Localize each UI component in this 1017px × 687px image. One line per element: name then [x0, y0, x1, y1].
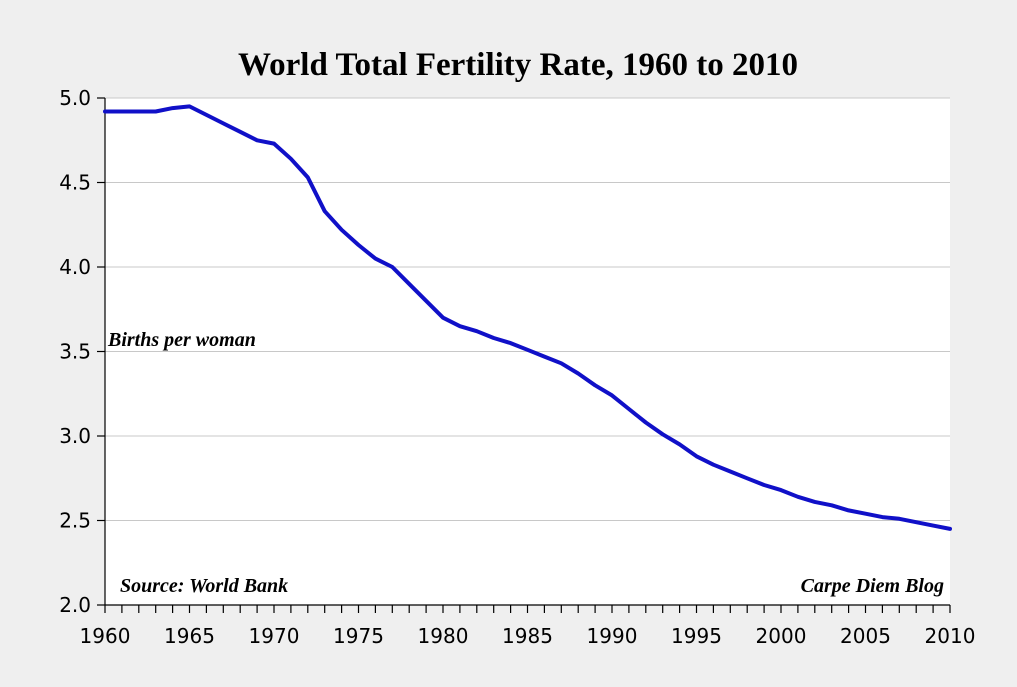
chart-title: World Total Fertility Rate, 1960 to 2010	[238, 47, 798, 83]
y-tick-label: 2.0	[59, 593, 91, 617]
x-axis-ticks: 1960 1965 1970 1975 1980 1985 1990 1995 2000 2005…	[80, 605, 976, 648]
x-tick-label: 1960	[80, 624, 131, 648]
x-tick-label: 1985	[502, 624, 553, 648]
y-axis-ticks: 2.0 2.5 3.0 3.5 4.0 4.5 5.0	[59, 86, 105, 617]
x-tick-label: 1990	[587, 624, 638, 648]
x-tick-label: 2010	[925, 624, 976, 648]
y-tick-label: 3.0	[59, 424, 91, 448]
y-tick-label: 3.5	[59, 340, 91, 364]
source-annotation: Source: World Bank	[120, 575, 288, 597]
ylabel-annotation: Births per woman	[107, 329, 256, 351]
x-tick-label: 1975	[333, 624, 384, 648]
y-tick-label: 2.5	[59, 509, 91, 533]
x-tick-label: 1965	[164, 624, 215, 648]
y-tick-label: 4.5	[59, 171, 91, 195]
x-tick-label: 2000	[756, 624, 807, 648]
x-tick-label: 1980	[418, 624, 469, 648]
credit-annotation: Carpe Diem Blog	[801, 575, 944, 597]
y-tick-label: 4.0	[59, 255, 91, 279]
x-tick-label: 1995	[671, 624, 722, 648]
x-tick-label: 2005	[840, 624, 891, 648]
x-tick-label: 1970	[249, 624, 300, 648]
y-tick-label: 5.0	[59, 86, 91, 110]
series-line-fertility-rate	[103, 104, 952, 531]
